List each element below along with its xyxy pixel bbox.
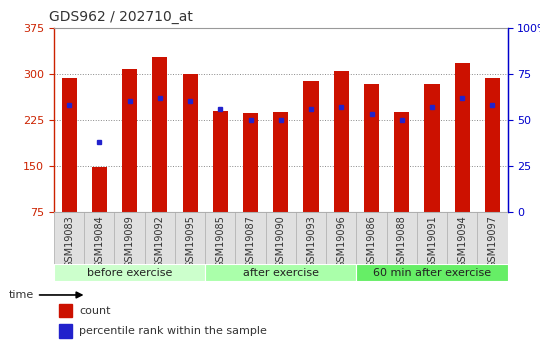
Text: 60 min after exercise: 60 min after exercise (373, 268, 491, 277)
Bar (485, 78, 500, 212)
Text: GSM19097: GSM19097 (488, 215, 497, 268)
Text: time: time (9, 290, 35, 300)
Text: GSM19093: GSM19093 (306, 215, 316, 267)
Bar (303, 81, 319, 212)
Text: GSM19086: GSM19086 (367, 215, 376, 267)
Text: GSM19091: GSM19091 (427, 215, 437, 267)
Text: before exercise: before exercise (87, 268, 172, 277)
Text: GSM19094: GSM19094 (457, 215, 467, 267)
Text: count: count (79, 306, 111, 316)
Bar (334, 71, 349, 212)
Bar (243, 113, 258, 212)
Bar (364, 83, 379, 212)
Text: GSM19084: GSM19084 (94, 215, 104, 267)
Bar (213, 111, 228, 212)
Text: GSM19092: GSM19092 (155, 215, 165, 268)
Text: GSM19085: GSM19085 (215, 215, 225, 268)
Bar (455, 63, 470, 212)
Text: GSM19088: GSM19088 (397, 215, 407, 267)
Text: GSM19087: GSM19087 (246, 215, 255, 268)
Bar (122, 69, 137, 212)
Bar (92, 167, 107, 212)
Bar (58, 324, 72, 338)
Text: GSM19095: GSM19095 (185, 215, 195, 268)
Bar (152, 57, 167, 212)
Bar (62, 78, 77, 212)
Bar (356, 264, 508, 281)
Bar (58, 304, 72, 317)
Text: GSM19083: GSM19083 (64, 215, 74, 267)
Text: GSM19090: GSM19090 (276, 215, 286, 267)
Bar (273, 112, 288, 212)
Text: GSM19096: GSM19096 (336, 215, 346, 267)
Bar (183, 75, 198, 212)
Bar (394, 112, 409, 212)
Text: GSM19089: GSM19089 (125, 215, 134, 267)
Text: percentile rank within the sample: percentile rank within the sample (79, 326, 267, 336)
Bar (54, 264, 205, 281)
Text: GDS962 / 202710_at: GDS962 / 202710_at (50, 10, 193, 24)
Bar (424, 83, 440, 212)
Text: after exercise: after exercise (243, 268, 319, 277)
Bar (205, 264, 356, 281)
